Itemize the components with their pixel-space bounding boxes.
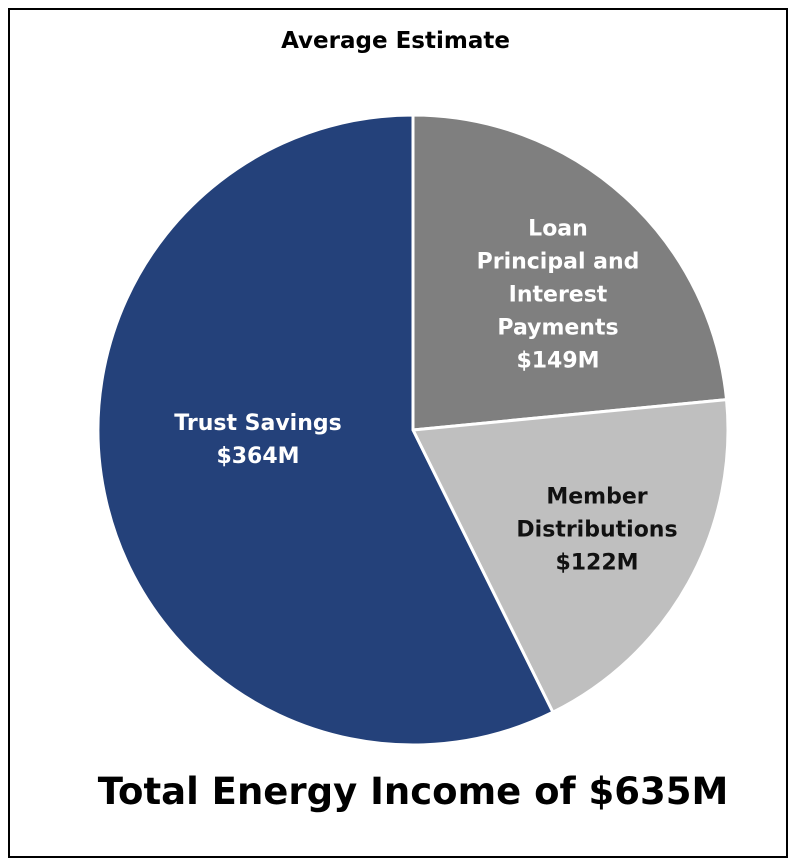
value-label: $149M [516, 348, 600, 374]
slice-label: Member Distributions $122M [497, 481, 697, 580]
pie-slice [410, 398, 730, 715]
category-label: Trust Savings [174, 411, 342, 436]
value-label: $122M [555, 550, 639, 576]
slice-label: Loan Principal and Interest Payments $149… [473, 213, 643, 378]
category-label: Loan Principal and Interest Payments [476, 216, 640, 341]
pie-slice [411, 113, 729, 432]
pie-slice [96, 113, 555, 747]
chart-title: Average Estimate [281, 28, 510, 54]
annotation: Total Energy Income of $635M [97, 770, 729, 813]
value-label: $364M [216, 444, 300, 469]
slice-label: Trust Savings $364M [158, 407, 358, 473]
category-label: Member Distributions [516, 484, 678, 543]
